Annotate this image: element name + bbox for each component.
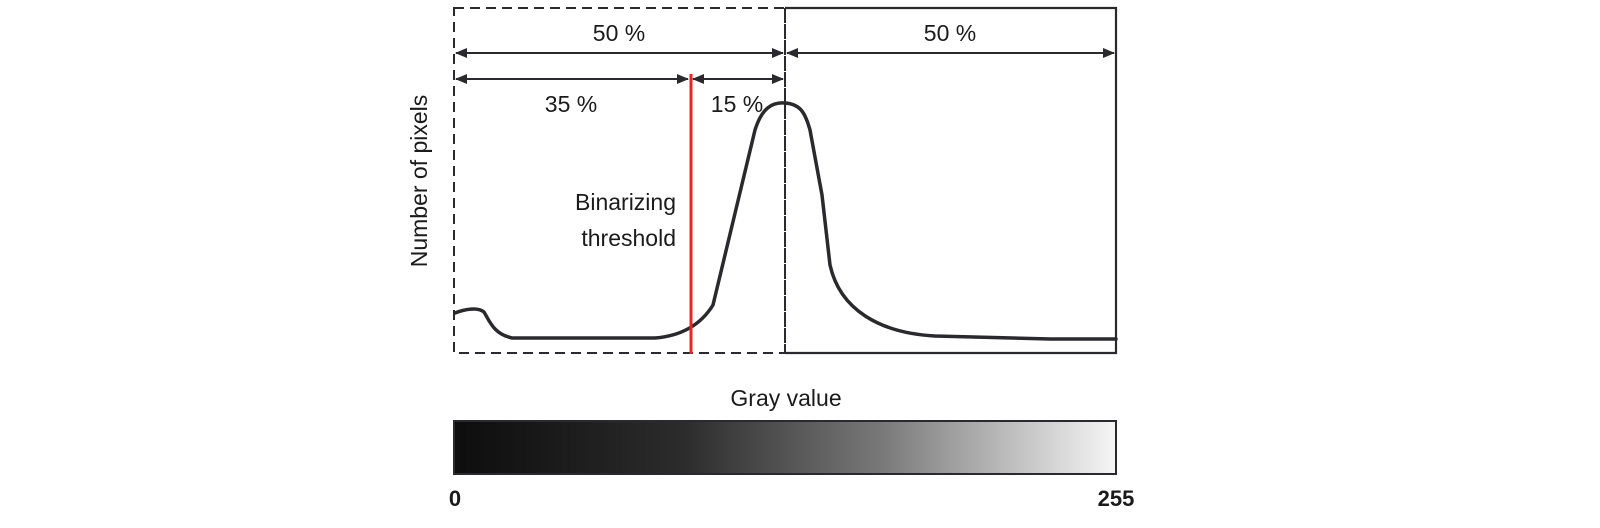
- x-axis-label: Gray value: [730, 385, 841, 411]
- span-threshold-to-mid-label: 15 %: [711, 91, 763, 117]
- gray-scale-bar: [453, 420, 1117, 475]
- threshold-label-line2: threshold: [581, 225, 676, 251]
- scale-max-label: 255: [1098, 486, 1135, 511]
- span-below-threshold-label: 35 %: [545, 91, 597, 117]
- right-half-frame: [785, 6, 1118, 355]
- span-left-half-label: 50 %: [593, 20, 645, 46]
- scale-min-label: 0: [449, 486, 461, 511]
- left-half-frame: [453, 7, 786, 354]
- span-right-half-label: 50 %: [924, 20, 976, 46]
- threshold-label-line1: Binarizing: [575, 189, 676, 215]
- histogram-curve: [453, 101, 1118, 341]
- y-axis-label: Number of pixels: [406, 95, 432, 268]
